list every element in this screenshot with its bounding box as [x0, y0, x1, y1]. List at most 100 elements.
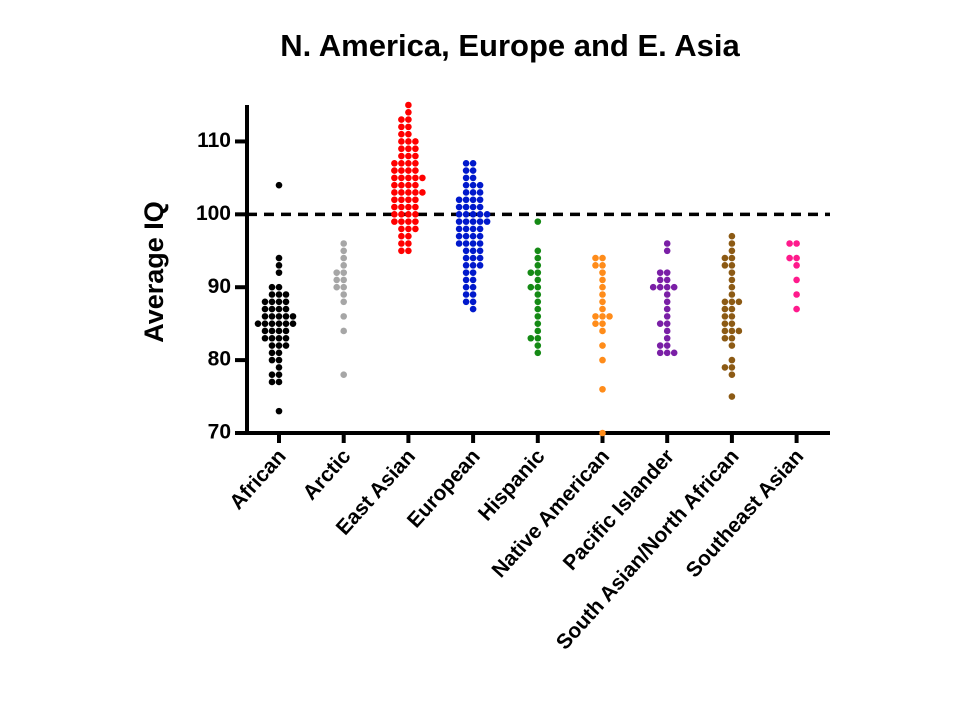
data-point — [419, 189, 426, 196]
data-point — [398, 174, 405, 182]
data-point — [275, 298, 283, 306]
data-point — [282, 305, 290, 313]
data-point — [282, 313, 290, 320]
data-point — [476, 254, 484, 262]
data-point — [462, 283, 470, 291]
data-point — [599, 305, 606, 313]
x-tick-label: Southeast Asian — [682, 445, 809, 582]
data-point — [391, 167, 398, 174]
data-point — [455, 240, 463, 247]
data-point — [606, 313, 613, 320]
data-point — [282, 320, 290, 327]
data-point — [268, 305, 276, 313]
data-point — [462, 262, 470, 269]
data-point — [469, 232, 477, 240]
data-point — [656, 320, 664, 327]
data-point — [592, 313, 599, 320]
data-point — [462, 232, 470, 240]
data-point — [476, 247, 484, 255]
data-point — [398, 160, 405, 167]
data-point — [656, 342, 664, 349]
data-point — [793, 262, 800, 269]
data-point — [268, 283, 276, 291]
data-point — [391, 189, 398, 196]
data-point — [462, 247, 470, 255]
data-point — [398, 189, 405, 196]
data-point — [469, 283, 477, 291]
data-point — [793, 276, 800, 284]
data-point — [469, 218, 477, 225]
data-point — [398, 130, 405, 138]
data-point — [391, 160, 398, 167]
data-point — [289, 313, 297, 320]
data-point — [398, 181, 405, 189]
data-point — [398, 152, 405, 160]
data-point — [412, 211, 419, 218]
data-point — [483, 211, 491, 218]
data-point — [275, 320, 283, 327]
data-point — [455, 203, 463, 211]
data-point — [405, 189, 412, 196]
data-point — [728, 320, 736, 327]
data-point — [282, 327, 290, 335]
data-point — [340, 371, 348, 378]
chart-title: N. America, Europe and E. Asia — [280, 28, 740, 63]
data-point — [663, 269, 671, 276]
data-point — [275, 254, 283, 262]
data-point — [599, 283, 606, 291]
data-point — [663, 342, 671, 349]
data-point — [728, 364, 736, 371]
data-point — [405, 160, 412, 167]
y-tick-label: 90 — [208, 275, 231, 298]
data-point — [268, 349, 276, 357]
data-point — [340, 291, 348, 298]
data-point — [599, 429, 606, 437]
data-point — [398, 203, 405, 211]
data-point — [261, 327, 269, 335]
y-tick-label: 80 — [208, 348, 231, 371]
data-point — [405, 138, 412, 145]
data-point — [412, 138, 419, 145]
data-point — [405, 211, 412, 218]
data-point — [412, 152, 419, 160]
data-point — [476, 225, 484, 233]
data-point — [268, 291, 276, 298]
data-point — [469, 189, 477, 196]
data-point — [405, 167, 412, 174]
data-point — [469, 247, 477, 255]
data-point — [721, 305, 729, 313]
data-point — [469, 211, 477, 218]
y-tick-label: 110 — [197, 129, 231, 152]
data-point — [534, 334, 542, 342]
data-point — [728, 291, 736, 298]
data-point — [476, 211, 484, 218]
data-point — [656, 283, 664, 291]
data-point — [721, 254, 729, 262]
data-point — [391, 174, 398, 182]
data-point — [534, 262, 542, 269]
data-point — [728, 298, 736, 306]
data-point — [728, 262, 736, 269]
data-point — [599, 327, 606, 335]
data-point — [268, 320, 276, 327]
data-point — [469, 167, 477, 174]
data-point — [405, 145, 412, 153]
data-point — [268, 327, 276, 335]
data-point — [534, 218, 542, 225]
data-point — [412, 196, 419, 204]
data-point — [275, 269, 283, 276]
data-point — [469, 276, 477, 284]
data-point — [333, 283, 341, 291]
data-point — [721, 320, 729, 327]
data-point — [462, 225, 470, 233]
data-point — [534, 276, 542, 284]
data-point — [455, 196, 463, 204]
data-point — [476, 218, 484, 225]
data-point — [534, 320, 542, 327]
data-point — [728, 334, 736, 342]
data-point — [663, 283, 671, 291]
data-point — [534, 327, 542, 335]
data-point — [534, 283, 542, 291]
y-tick-label: 70 — [208, 421, 231, 444]
data-point — [261, 334, 269, 342]
